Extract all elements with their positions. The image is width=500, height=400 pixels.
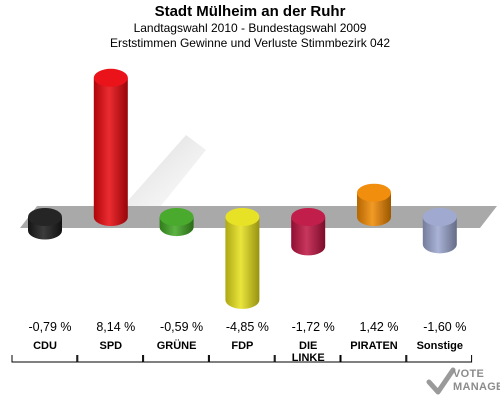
bar-spd (93, 68, 128, 226)
bar-die-linke (291, 208, 326, 256)
category-label: Sonstige (417, 340, 463, 352)
category-label: DIE (299, 340, 317, 352)
logo-text-vote: VOTE (453, 368, 485, 380)
category-bracket (274, 355, 341, 363)
bar-shadow (118, 135, 206, 212)
bar-sonstige (422, 208, 457, 254)
chart-subtitle-district: Erststimmen Gewinne und Verluste Stimmbe… (109, 36, 391, 50)
bar-piraten (357, 183, 391, 226)
check-mark-icon (426, 367, 456, 395)
bar-fdp (225, 208, 260, 309)
category-bracket (208, 355, 275, 363)
logo-text-manager: MANAGER (453, 381, 500, 393)
category-label: GRÜNE (157, 339, 197, 352)
category-label: CDU (33, 340, 57, 352)
vote-manager-logo: VOTE MANAGER (426, 364, 500, 400)
chart-subtitle-election: Landtagswahl 2010 - Bundestagswahl 2009 (133, 21, 367, 35)
category-bracket (77, 355, 144, 363)
category-bracket (11, 355, 78, 363)
bar-cdu (28, 208, 62, 240)
chart-titles: Stadt Mülheim an der Ruhr Landtagswahl 2… (0, 0, 500, 51)
category-bracket (340, 355, 407, 363)
value-label: 1,42 % (360, 320, 399, 334)
chart-title: Stadt Mülheim an der Ruhr (154, 3, 346, 20)
value-label: -0,79 % (28, 320, 71, 334)
category-label: PIRATEN (350, 340, 398, 352)
value-label: -0,59 % (160, 320, 203, 334)
value-label: -1,72 % (292, 320, 335, 334)
value-label: -4,85 % (226, 320, 269, 334)
category-label: SPD (99, 340, 122, 352)
category-label: LINKE (292, 352, 325, 364)
bar-grüne (159, 208, 194, 237)
value-label: -1,60 % (423, 320, 466, 334)
category-label: FDP (231, 340, 253, 352)
category-bracket (406, 355, 473, 363)
value-label: 8,14 % (96, 320, 135, 334)
category-bracket (143, 355, 209, 363)
